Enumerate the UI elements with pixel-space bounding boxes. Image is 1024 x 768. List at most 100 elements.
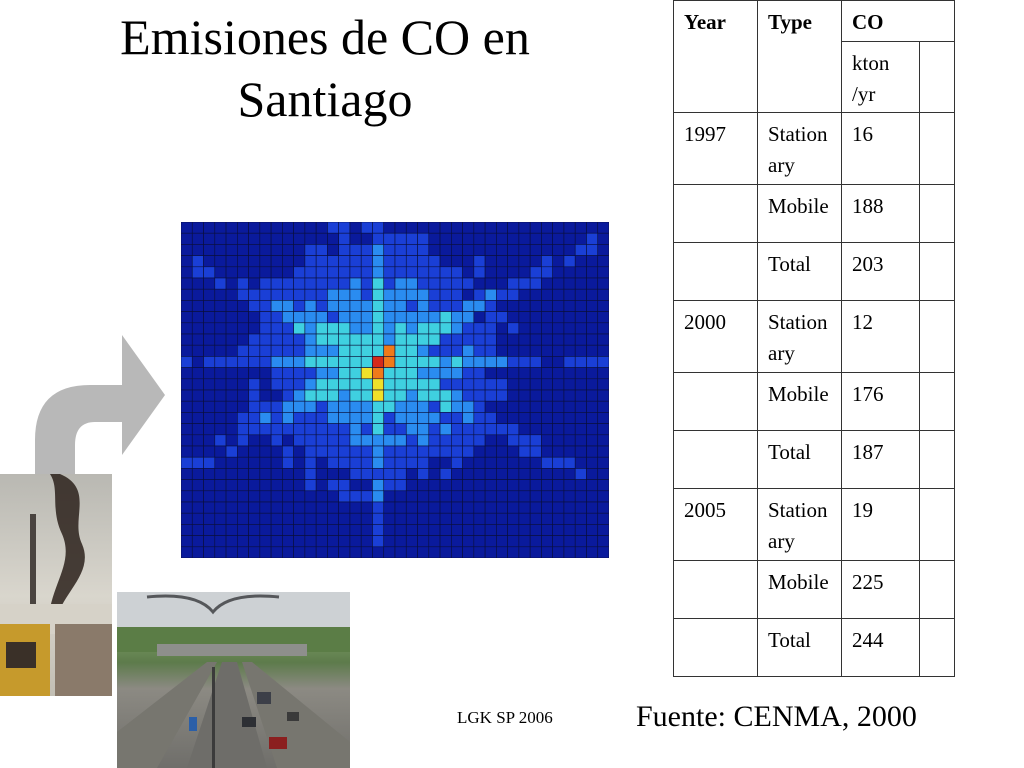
heatmap-cell: [237, 400, 249, 413]
heatmap-cell: [293, 322, 306, 335]
heatmap-cell: [563, 356, 576, 368]
heatmap-cell: [518, 445, 531, 458]
heatmap-cell: [496, 412, 508, 424]
heatmap-cell: [586, 535, 599, 548]
heatmap-cell: [293, 490, 306, 503]
heatmap-cell: [225, 378, 238, 391]
heatmap-cell: [597, 456, 609, 469]
heatmap-cell: [529, 412, 542, 424]
heatmap-cell: [394, 255, 407, 268]
heatmap-cell: [439, 322, 452, 335]
empty-cell: [919, 618, 955, 677]
heatmap-cell: [597, 524, 609, 536]
heatmap-cell: [439, 288, 452, 301]
heatmap-cell: [417, 501, 430, 514]
heatmap-cell: [428, 378, 441, 391]
heatmap-cell: [563, 389, 576, 402]
heatmap-cell: [451, 412, 463, 424]
empty-cell: [919, 430, 955, 489]
heatmap-cell: [417, 244, 430, 256]
heatmap-cell: [586, 389, 599, 402]
heatmap-cell: [518, 501, 531, 514]
heatmap-cell: [360, 378, 373, 391]
heatmap-cell: [181, 490, 193, 503]
heatmap-cell: [282, 434, 294, 447]
heatmap-cell: [214, 412, 227, 424]
heatmap-cell: [439, 277, 452, 290]
heatmap-cell: [552, 389, 565, 402]
heatmap-cell: [597, 512, 609, 525]
heatmap-cell: [518, 468, 531, 480]
heatmap-cell: [462, 546, 475, 558]
heatmap-cell: [496, 434, 508, 447]
heatmap-cell: [563, 344, 576, 357]
heatmap-cell: [394, 389, 407, 402]
empty-cell: [919, 560, 955, 619]
heatmap-cell: [270, 322, 283, 335]
heatmap-cell: [428, 535, 441, 548]
heatmap-cell: [338, 232, 351, 245]
heatmap-cell: [597, 378, 609, 391]
heatmap-cell: [439, 333, 452, 346]
heatmap-cell: [473, 490, 486, 503]
heatmap-cell: [484, 333, 497, 346]
heatmap-cell: [405, 222, 418, 234]
heatmap-cell: [496, 479, 508, 492]
heatmap-cell: [383, 535, 396, 548]
heatmap-cell: [181, 479, 193, 492]
heatmap-cell: [282, 479, 294, 492]
heatmap-cell: [225, 266, 238, 279]
heatmap-cell: [383, 288, 396, 301]
heatmap-cell: [428, 288, 441, 301]
heatmap-cell: [203, 222, 216, 234]
table-row: 1997 Station ary 16: [673, 112, 955, 185]
heatmap-cell: [552, 535, 565, 548]
heatmap-cell: [304, 277, 317, 290]
table-row: Total 203: [673, 242, 955, 301]
heatmap-cell: [518, 479, 531, 492]
heatmap-cell: [462, 222, 475, 234]
heatmap-cell: [383, 445, 396, 458]
heatmap-cell: [360, 288, 373, 301]
heatmap-cell: [282, 222, 294, 234]
heatmap-cell: [259, 423, 272, 436]
heatmap-cell: [394, 400, 407, 413]
heatmap-cell: [327, 479, 339, 492]
heatmap-cell: [349, 535, 362, 548]
heatmap-cell: [552, 311, 565, 324]
heatmap-cell: [529, 266, 542, 279]
heatmap-cell: [248, 445, 261, 458]
heatmap-cell: [518, 333, 531, 346]
heatmap-cell: [259, 389, 272, 402]
heatmap-cell: [417, 423, 430, 436]
heatmap-cell: [417, 333, 430, 346]
heatmap-cell: [203, 378, 216, 391]
heatmap-cell: [282, 322, 294, 335]
heatmap-cell: [529, 512, 542, 525]
heatmap-cell: [574, 512, 587, 525]
heatmap-cell: [248, 288, 261, 301]
heatmap-cell: [552, 423, 565, 436]
heatmap-cell: [203, 367, 216, 380]
heatmap-cell: [507, 344, 520, 357]
heatmap-cell: [552, 356, 565, 368]
heatmap-cell: [214, 367, 227, 380]
heatmap-cell: [574, 344, 587, 357]
heatmap-cell: [327, 378, 339, 391]
highway-photo: [117, 592, 350, 768]
heatmap-cell: [484, 288, 497, 301]
heatmap-cell: [597, 311, 609, 324]
empty-cell: [919, 300, 955, 373]
heatmap-cell: [462, 512, 475, 525]
heatmap-cell: [327, 535, 339, 548]
heatmap-cell: [586, 244, 599, 256]
heatmap-cell: [293, 311, 306, 324]
heatmap-cell: [327, 244, 339, 256]
heatmap-cell: [259, 322, 272, 335]
heatmap-cell: [507, 434, 520, 447]
heatmap-cell: [462, 456, 475, 469]
heatmap-cell: [372, 512, 385, 525]
heatmap-cell: [282, 468, 294, 480]
heatmap-cell: [541, 356, 553, 368]
heatmap-cell: [360, 344, 373, 357]
